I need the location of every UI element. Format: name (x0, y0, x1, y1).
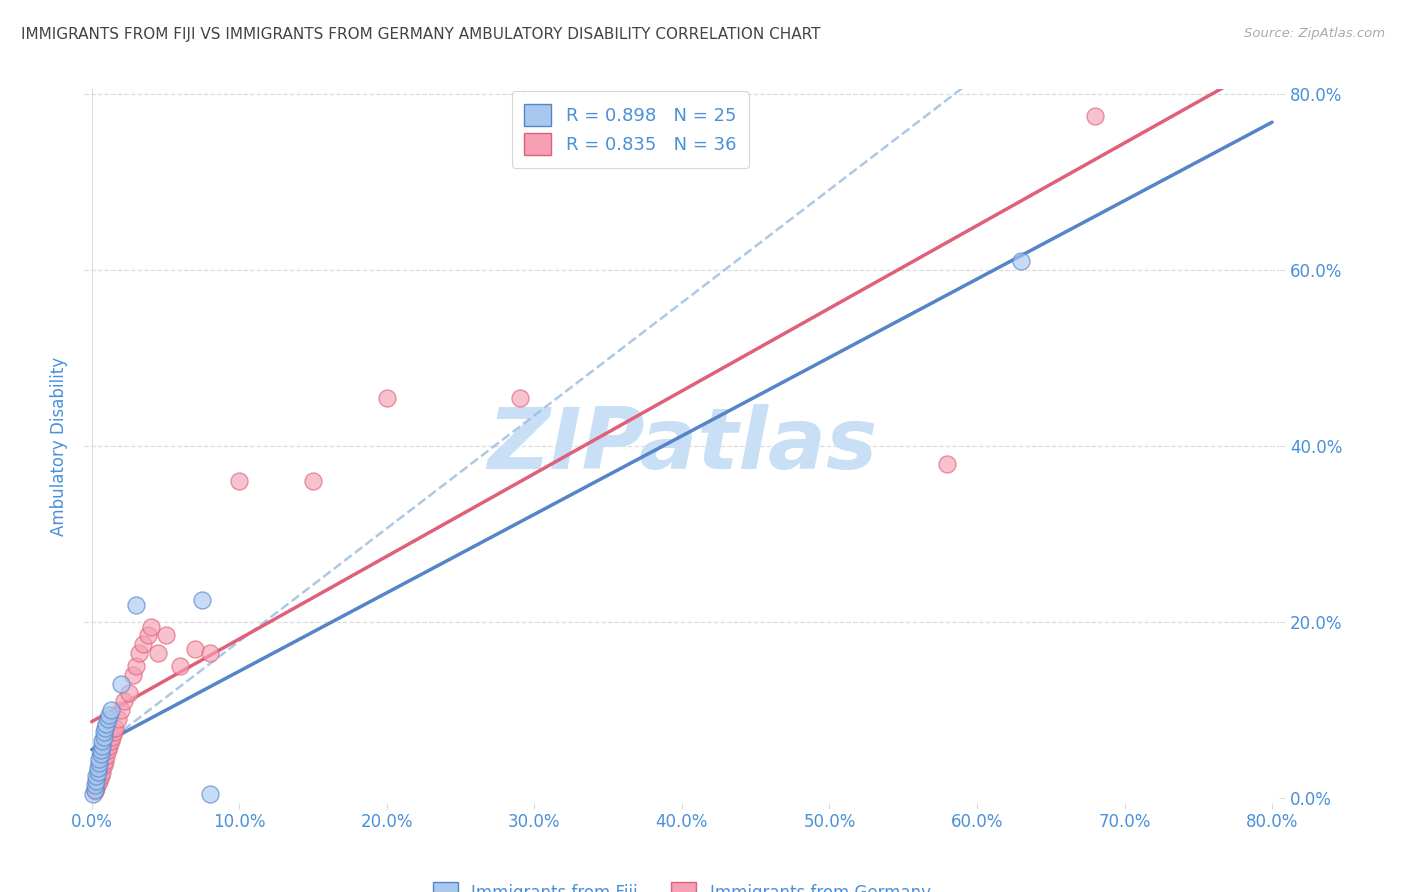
Point (198, 646, 221, 660)
Point (125, 598, 148, 612)
Text: IMMIGRANTS FROM FIJI VS IMMIGRANTS FROM GERMANY AMBULATORY DISABILITY CORRELATIO: IMMIGRANTS FROM FIJI VS IMMIGRANTS FROM … (21, 27, 821, 42)
Point (100, 703, 122, 717)
Point (169, 659, 191, 673)
Point (509, 391, 531, 405)
Point (86, 764, 108, 779)
Point (96, 749, 118, 764)
Point (90, 769, 112, 783)
Text: ZIPatlas: ZIPatlas (486, 404, 877, 488)
Point (87, 773, 110, 788)
Point (122, 668, 145, 682)
Point (96, 716, 118, 731)
Point (82, 787, 104, 801)
Point (155, 628, 177, 642)
Point (1010, 254, 1032, 268)
Point (302, 475, 325, 489)
Point (84, 773, 107, 788)
Y-axis label: Ambulatory Disability: Ambulatory Disability (51, 357, 69, 535)
Point (91, 734, 114, 748)
Point (107, 712, 129, 726)
Point (191, 593, 214, 607)
Point (228, 475, 250, 489)
Point (112, 694, 135, 708)
Point (91, 739, 114, 753)
Point (132, 637, 155, 651)
Point (104, 721, 127, 735)
Point (83, 782, 105, 797)
Legend: Immigrants from Fiji, Immigrants from Germany: Immigrants from Fiji, Immigrants from Ge… (426, 875, 938, 892)
Point (91, 764, 114, 779)
Point (375, 391, 398, 405)
Point (100, 734, 122, 748)
Point (86, 760, 108, 774)
Point (110, 703, 132, 717)
Point (93, 758, 115, 772)
Point (128, 646, 150, 660)
Point (98, 739, 121, 753)
Point (146, 646, 169, 660)
Point (97, 743, 120, 757)
Text: Source: ZipAtlas.com: Source: ZipAtlas.com (1244, 27, 1385, 40)
Point (110, 677, 132, 691)
Point (94, 721, 117, 735)
Point (84, 780, 107, 795)
Point (98, 707, 121, 722)
Point (136, 628, 159, 642)
Point (84, 769, 107, 783)
Point (198, 787, 221, 801)
Point (86, 775, 108, 789)
Point (103, 725, 125, 739)
Point (93, 730, 115, 744)
Point (87, 752, 110, 766)
Point (101, 730, 124, 744)
Point (83, 778, 105, 792)
Point (83, 784, 105, 798)
Point (125, 659, 148, 673)
Point (94, 755, 117, 769)
Point (139, 619, 162, 633)
Point (87, 756, 110, 771)
Point (936, 457, 959, 471)
Point (93, 725, 115, 739)
Point (117, 686, 139, 700)
Point (1084, 109, 1107, 123)
Point (97, 712, 120, 726)
Point (184, 641, 207, 656)
Point (90, 747, 112, 762)
Point (90, 743, 112, 757)
